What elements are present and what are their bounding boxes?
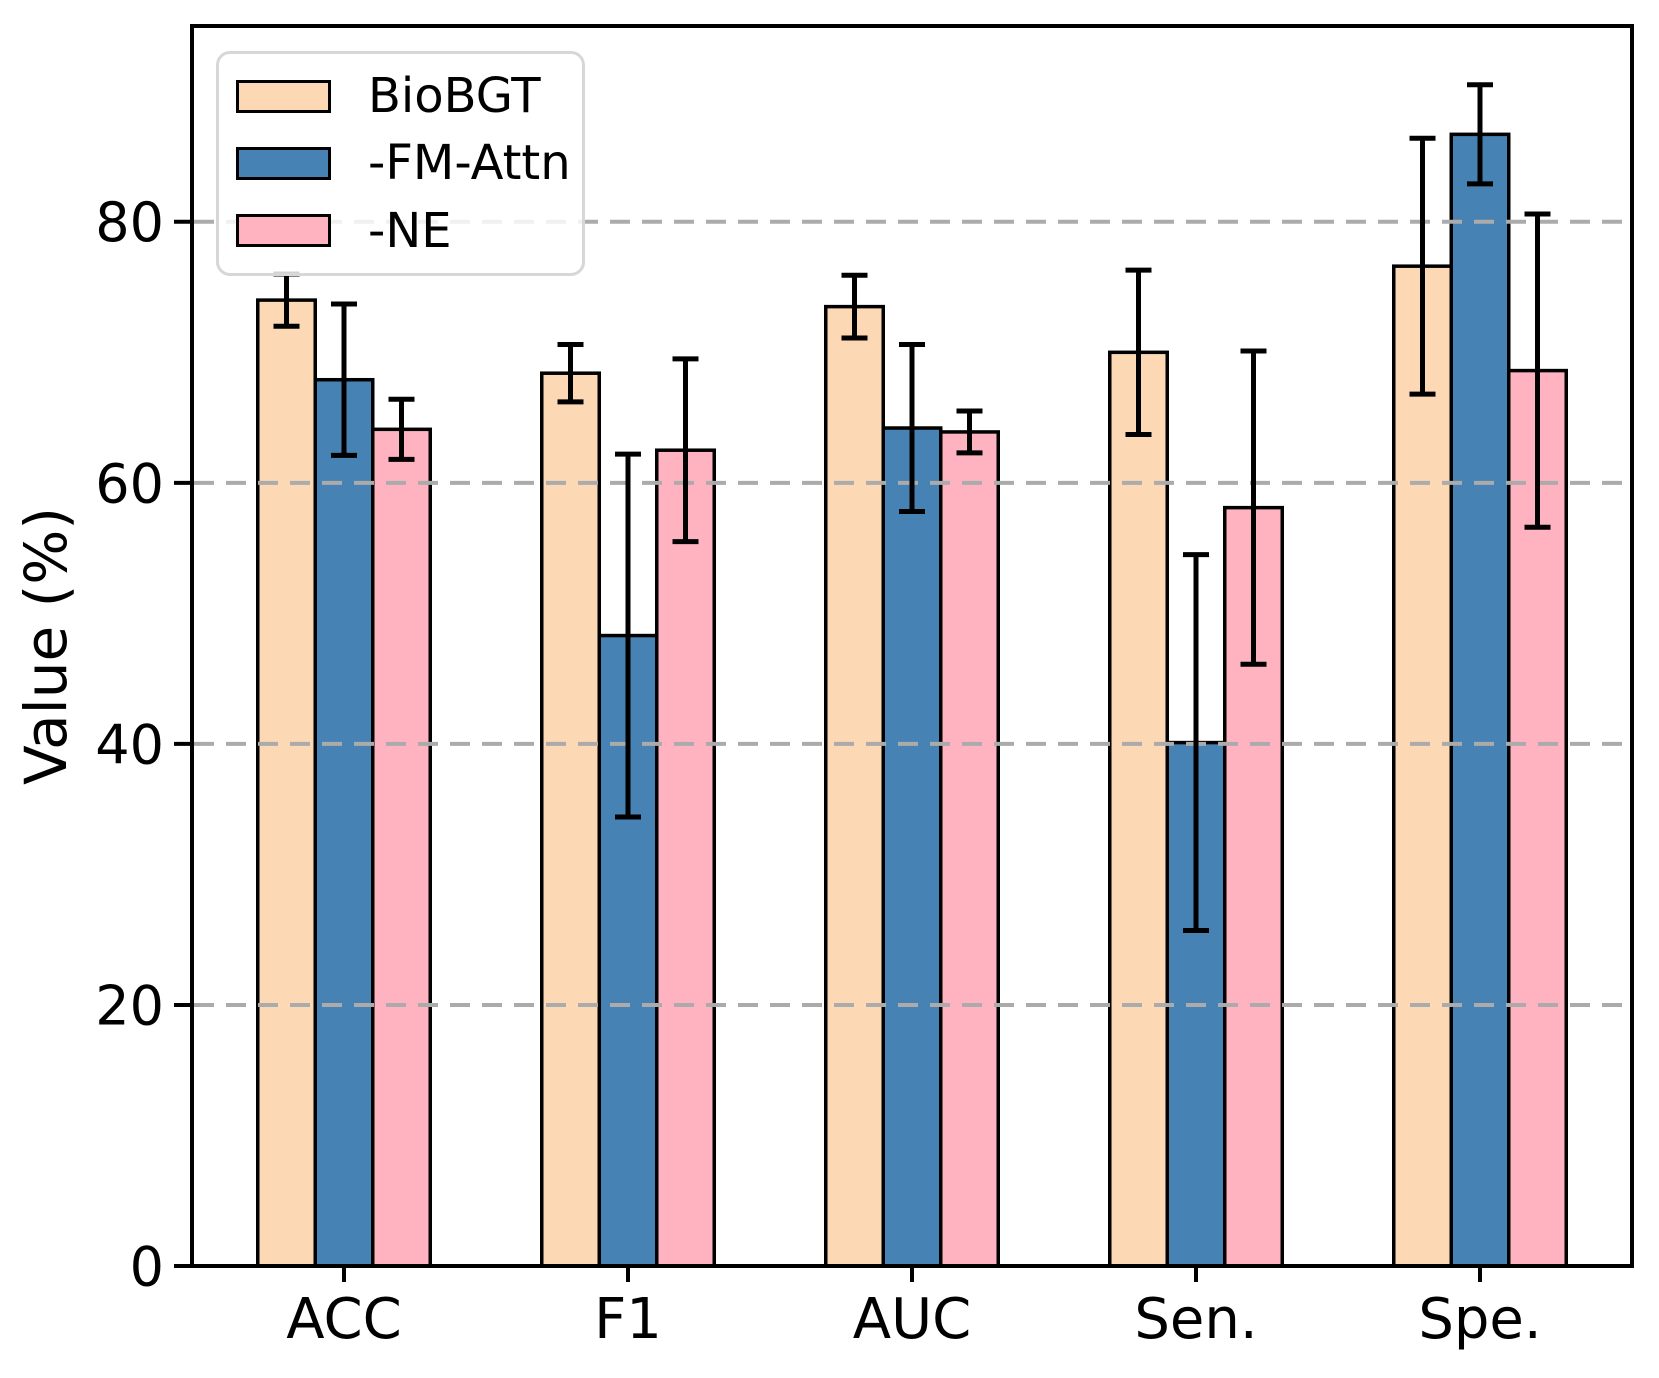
y-tick-label-40: 40 bbox=[95, 713, 164, 776]
y-tick-label-80: 80 bbox=[95, 191, 164, 254]
y-tick-label-0: 0 bbox=[130, 1235, 164, 1298]
legend: BioBGT -FM-Attn -NE bbox=[216, 51, 585, 277]
bar-fm-attn-auc bbox=[881, 426, 943, 1268]
bar-ne-auc bbox=[939, 430, 1000, 1268]
y-axis-label: Value (%) bbox=[12, 506, 80, 786]
bar-ne-f1 bbox=[655, 448, 716, 1268]
legend-label-biobgt: BioBGT bbox=[368, 68, 541, 124]
legend-label-fm-attn: -FM-Attn bbox=[368, 135, 571, 192]
bar-biobgt-acc bbox=[256, 298, 317, 1268]
bar-fm-attn-spe bbox=[1449, 132, 1511, 1268]
y-tick-label-60: 60 bbox=[95, 452, 164, 515]
bar-biobgt-sen bbox=[1108, 350, 1169, 1268]
legend-swatch-ne bbox=[236, 214, 331, 248]
bar-biobgt-f1 bbox=[540, 371, 601, 1268]
x-tick-label-f1: F1 bbox=[594, 1287, 662, 1352]
bar-fm-attn-acc bbox=[313, 377, 375, 1268]
legend-item-biobgt: BioBGT bbox=[236, 71, 562, 121]
x-tick-label-spe: Spe. bbox=[1418, 1287, 1541, 1352]
legend-swatch-fm-attn bbox=[236, 147, 331, 181]
bar-biobgt-auc bbox=[824, 304, 885, 1268]
x-tick-label-acc: ACC bbox=[286, 1287, 402, 1352]
legend-label-ne: -NE bbox=[368, 202, 452, 259]
legend-item-fm-attn: -FM-Attn bbox=[236, 138, 571, 189]
legend-swatch-biobgt bbox=[236, 79, 331, 113]
x-tick-label-auc: AUC bbox=[853, 1287, 971, 1352]
y-tick-label-20: 20 bbox=[95, 974, 164, 1037]
legend-item-ne: -NE bbox=[236, 202, 562, 259]
bar-biobgt-spe bbox=[1392, 264, 1453, 1268]
x-tick-label-sen: Sen. bbox=[1134, 1287, 1257, 1352]
bar-ne-acc bbox=[371, 427, 432, 1268]
